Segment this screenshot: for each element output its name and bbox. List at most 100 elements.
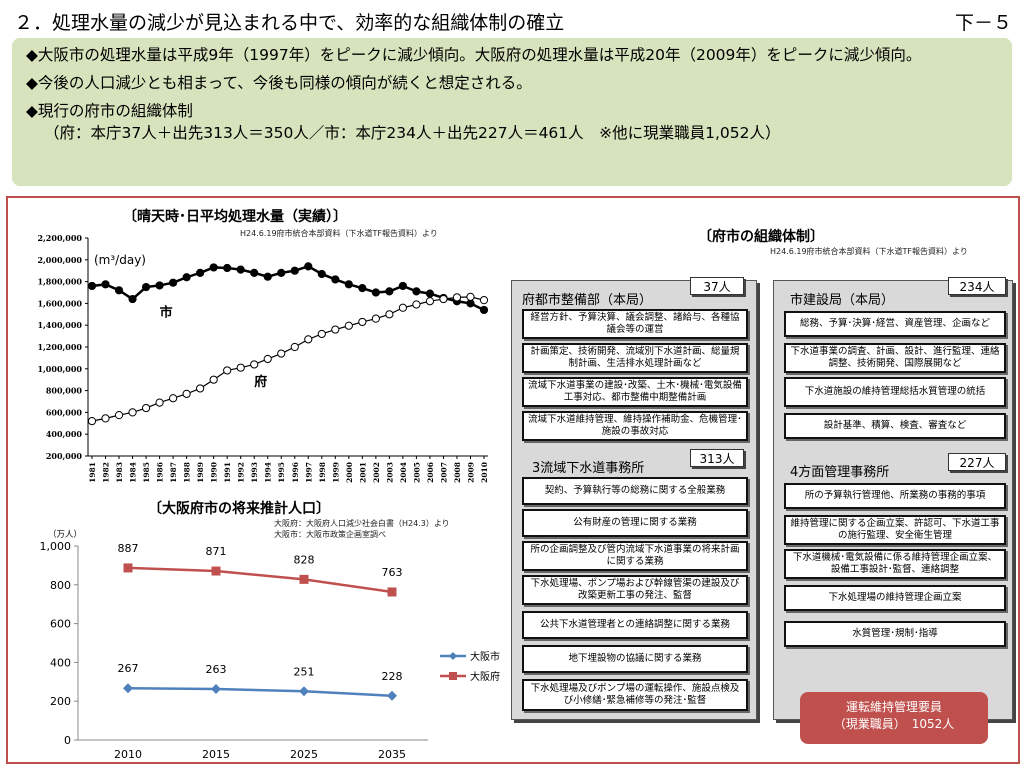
flow-point-1 [250,360,259,369]
flow-x-tick-label: 1999 [331,462,340,483]
flow-point-0 [236,265,245,274]
pref-org-panel: 府都市整備部（本局） 37人 経営方針、予算決算、議会調整、諸給与、各種協議会等… [511,277,757,720]
flow-point-0 [412,287,421,296]
flow-y-tick-label: 400,000 [46,429,83,439]
flow-x-tick-label: 1981 [88,462,97,483]
summary-line-2: ◆今後の人口減少とも相まって、今後も同様の傾向が続くと想定される。 [26,74,532,92]
summary-line-4: （府：本庁37人＋出先313人＝350人／市：本庁234人＋出先227人＝461… [44,124,781,142]
pref-field-duty: 公共下水道管理者との連絡調整に関する業務 [522,611,748,639]
flow-point-1 [128,408,137,417]
flow-unit-label: (m³/day) [94,253,146,267]
flow-point-1 [452,293,462,302]
pop-legend-label: 大阪府 [470,670,500,683]
pref-field-duty: 公有財産の管理に関する業務 [522,509,748,537]
flow-x-tick-label: 1998 [318,462,327,483]
flow-point-0 [358,284,367,293]
flow-point-0 [141,282,151,292]
population-chart: （万人） 0 200 400 600 800 1,000 2010 2015 2025 2035 26… [40,529,501,761]
city-hq-duty: 総務、予算･決算･経営、資産管理、企画など [784,311,1006,337]
flow-y-tick-label: 2,000,000 [37,255,82,265]
pop-data-label: 871 [206,545,227,558]
flow-x-tick-label: 1994 [264,462,273,483]
pop-x-tick-label: 2025 [290,748,318,761]
city-field-count: 227人 [948,453,1006,471]
flow-point-1 [182,389,191,398]
flow-point-0 [169,278,178,287]
flow-x-tick-label: 2001 [358,462,367,483]
flow-point-1 [87,417,97,426]
city-hq-duty: 下水道施設の維持管理総括水質管理の統括 [784,377,1006,407]
pop-y-label: （万人） [48,529,82,540]
flow-x-tick-label: 2007 [439,462,448,483]
pop-point-city [123,683,133,694]
flow-point-1 [141,403,151,413]
flow-y-tick-label: 2,200,000 [37,233,82,243]
org-title: 〔府市の組織体制〕 [698,229,824,245]
pref-field-duty: 所の企画調整及び管内流域下水道事業の将来計画に関する業務 [522,541,748,571]
flow-point-0 [114,286,124,295]
flow-point-1 [371,314,380,323]
flow-point-1 [439,294,448,304]
flow-point-1 [479,296,489,305]
flow-point-0 [263,272,272,281]
pop-series-line-0 [127,686,393,698]
pop-data-label: 887 [118,542,139,555]
population-source-city: 大阪市：大阪市政策企画室調べ [274,530,386,539]
flow-x-tick-label: 1993 [250,462,259,483]
city-hq-name: 市建設局（本局） [790,293,895,308]
flow-point-0 [155,281,164,290]
flow-point-1 [196,384,205,393]
flow-point-1 [290,342,299,352]
flow-x-tick-label: 2005 [412,462,421,483]
flow-series-label-pref: 府 [254,374,267,390]
summary-line-3: ◆現行の府市の組織体制 [26,102,193,120]
population-source-pref: 大阪府：大阪府人口減少社会白書（H24.3）より [274,519,450,528]
pop-x-tick-label: 2035 [378,748,406,761]
pref-field-duty: 下水処理場、ポンプ場および幹線管渠の建設及び改築更新工事の発注、監督 [522,575,748,605]
city-field-duty: 水質管理･規制･指導 [784,621,1006,647]
pop-point-pref [123,563,133,573]
flow-point-0 [277,268,286,277]
flow-point-0 [128,294,137,304]
flow-point-0 [398,281,407,291]
flow-x-tick-label: 1986 [156,462,165,483]
flow-x-tick-label: 2002 [372,462,381,483]
field-staff-count: （現業職員） 1052人 [833,717,955,731]
field-staff-title: 運転維持管理要員 [845,700,942,714]
pop-data-label: 251 [294,665,315,678]
content-frame: 〔晴天時･日平均処理水量（実績）〕 H24.6.19府市統合本部資料（下水道TF… [6,196,1020,764]
pref-field-duty: 地下埋設物の協議に関する業務 [522,645,748,673]
flow-y-tick-label: 1,200,000 [37,342,82,352]
flow-point-1 [223,366,232,375]
pop-point-city [299,686,309,697]
flow-point-1 [114,411,124,420]
flow-y-tick-label: 200,000 [46,451,83,461]
pop-point-city [211,683,221,694]
city-field-duty: 所の予算執行管理他、所業務の事務的事項 [784,483,1006,509]
flow-y-tick-label: 800,000 [46,386,83,396]
pref-field-duty: 下水処理場及びポンプ場の運転操作、施設点検及び小修繕･緊急補修等の発注･監督 [522,679,748,711]
pop-point-pref [387,587,397,597]
pop-y-tick-label: 1,000 [40,540,72,553]
flow-x-tick-label: 1983 [115,462,124,483]
flow-point-1 [344,321,353,330]
flow-point-0 [101,280,110,289]
flow-x-tick-label: 2009 [466,462,475,483]
pop-x-tick-label: 2015 [202,748,230,761]
flow-point-0 [425,289,435,298]
pop-point-pref [211,566,221,576]
city-field-duty: 維持管理に関する企画立案、許認可、下水道工事の施行監理、安全衛生管理 [784,515,1006,545]
pref-field-name: 3流域下水道事務所 [532,461,645,476]
pop-data-label: 263 [206,663,227,676]
pop-point-city [387,690,397,701]
page-title: ２．処理水量の減少が見込まれる中で、効率的な組織体制の確立 [14,12,565,34]
flow-x-tick-label: 1982 [102,462,111,483]
pop-legend-marker [449,652,457,660]
flow-point-0 [385,287,394,296]
flow-chart-source: H24.6.19府市統合本部資料（下水道TF報告資料）より [240,229,438,238]
city-hq-duty: 設計基準、積算、検査、審査など [784,413,1006,439]
flow-point-0 [479,305,489,315]
flow-y-tick-label: 1,800,000 [37,277,82,287]
pop-data-label: 763 [382,566,403,579]
city-hq-duty: 下水道事業の調査、計画、設計、進行監理、連絡調整、技術開発、国際展開など [784,343,1006,373]
